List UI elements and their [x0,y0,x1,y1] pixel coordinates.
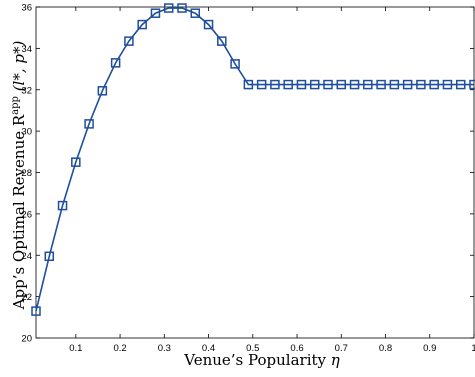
x-tick-label: 0.1 [69,343,82,354]
data-point-marker [217,36,227,46]
y-axis-label-sup: app [10,96,21,115]
data-point-marker [177,3,187,13]
data-point-marker [84,119,94,129]
data-point-marker [190,8,201,18]
data-point-marker [270,79,280,90]
series-line [35,7,474,312]
y-tick-label: 28 [21,168,32,179]
data-point-marker [323,79,333,90]
y-tick-label: 36 [21,3,32,14]
data-point-marker [230,59,240,69]
data-point-marker [283,79,293,90]
y-axis-label-main: App’s Optimal Revenue R [10,114,28,310]
data-point-marker [243,79,254,90]
x-tick-label: 0.4 [202,343,215,354]
y-tick-label: 26 [21,209,32,220]
x-tick-label: 1 [471,343,475,354]
data-point-marker [376,79,386,90]
x-axis-label: Venue’s Popularity η [183,351,340,369]
x-axis-label-main: Venue’s Popularity [183,351,331,369]
data-point-marker [402,79,413,90]
data-point-marker [429,79,439,90]
x-tick-label: 0.7 [335,343,348,354]
y-axis-label: App’s Optimal Revenue Rapp (l*, p*) [10,41,28,311]
data-point-marker [363,79,373,90]
x-axis-label-var: η [331,351,340,369]
y-tick-label: 30 [21,127,32,138]
data-point-marker [97,86,108,96]
y-tick-label: 24 [21,251,32,262]
y-tick-label: 20 [21,334,32,345]
x-tick-label: 0.5 [246,343,259,354]
y-tick-label: 34 [21,44,32,55]
y-tick-label: 22 [21,292,32,303]
x-tick-label: 0.6 [290,343,303,354]
axis-ticks: 0.1 0.2 0.3 0.4 0.5 0.6 0.7 0.8 0.9 1 20 22 24 26 28 30… [21,3,475,355]
data-point-marker [163,3,174,13]
data-point-marker [124,36,134,46]
data-point-marker [256,79,267,90]
x-tick-label: 0.8 [379,343,392,354]
data-point-marker [203,19,214,30]
y-axis-label-args: (l*, p*) [10,41,28,97]
data-point-marker [442,79,453,90]
data-point-marker [455,79,466,90]
data-point-marker [137,19,147,30]
data-point-marker [349,79,360,90]
data-point-marker [150,8,161,18]
data-point-marker [44,251,55,262]
series-layer [31,3,475,316]
data-point-marker [71,157,81,167]
data-point-marker [469,79,475,90]
data-point-marker [57,200,68,211]
plot-frame [35,6,475,339]
data-point-marker [309,79,320,90]
data-point-marker [416,79,426,90]
data-point-marker [31,306,41,316]
x-tick-label: 0.3 [158,343,171,354]
y-tick-label: 32 [21,85,32,96]
x-tick-label: 0.2 [113,343,126,354]
data-point-marker [336,79,347,90]
x-tick-label: 0.9 [423,343,436,354]
data-point-marker [296,79,307,90]
data-point-marker [389,79,400,90]
data-point-marker [110,58,121,68]
